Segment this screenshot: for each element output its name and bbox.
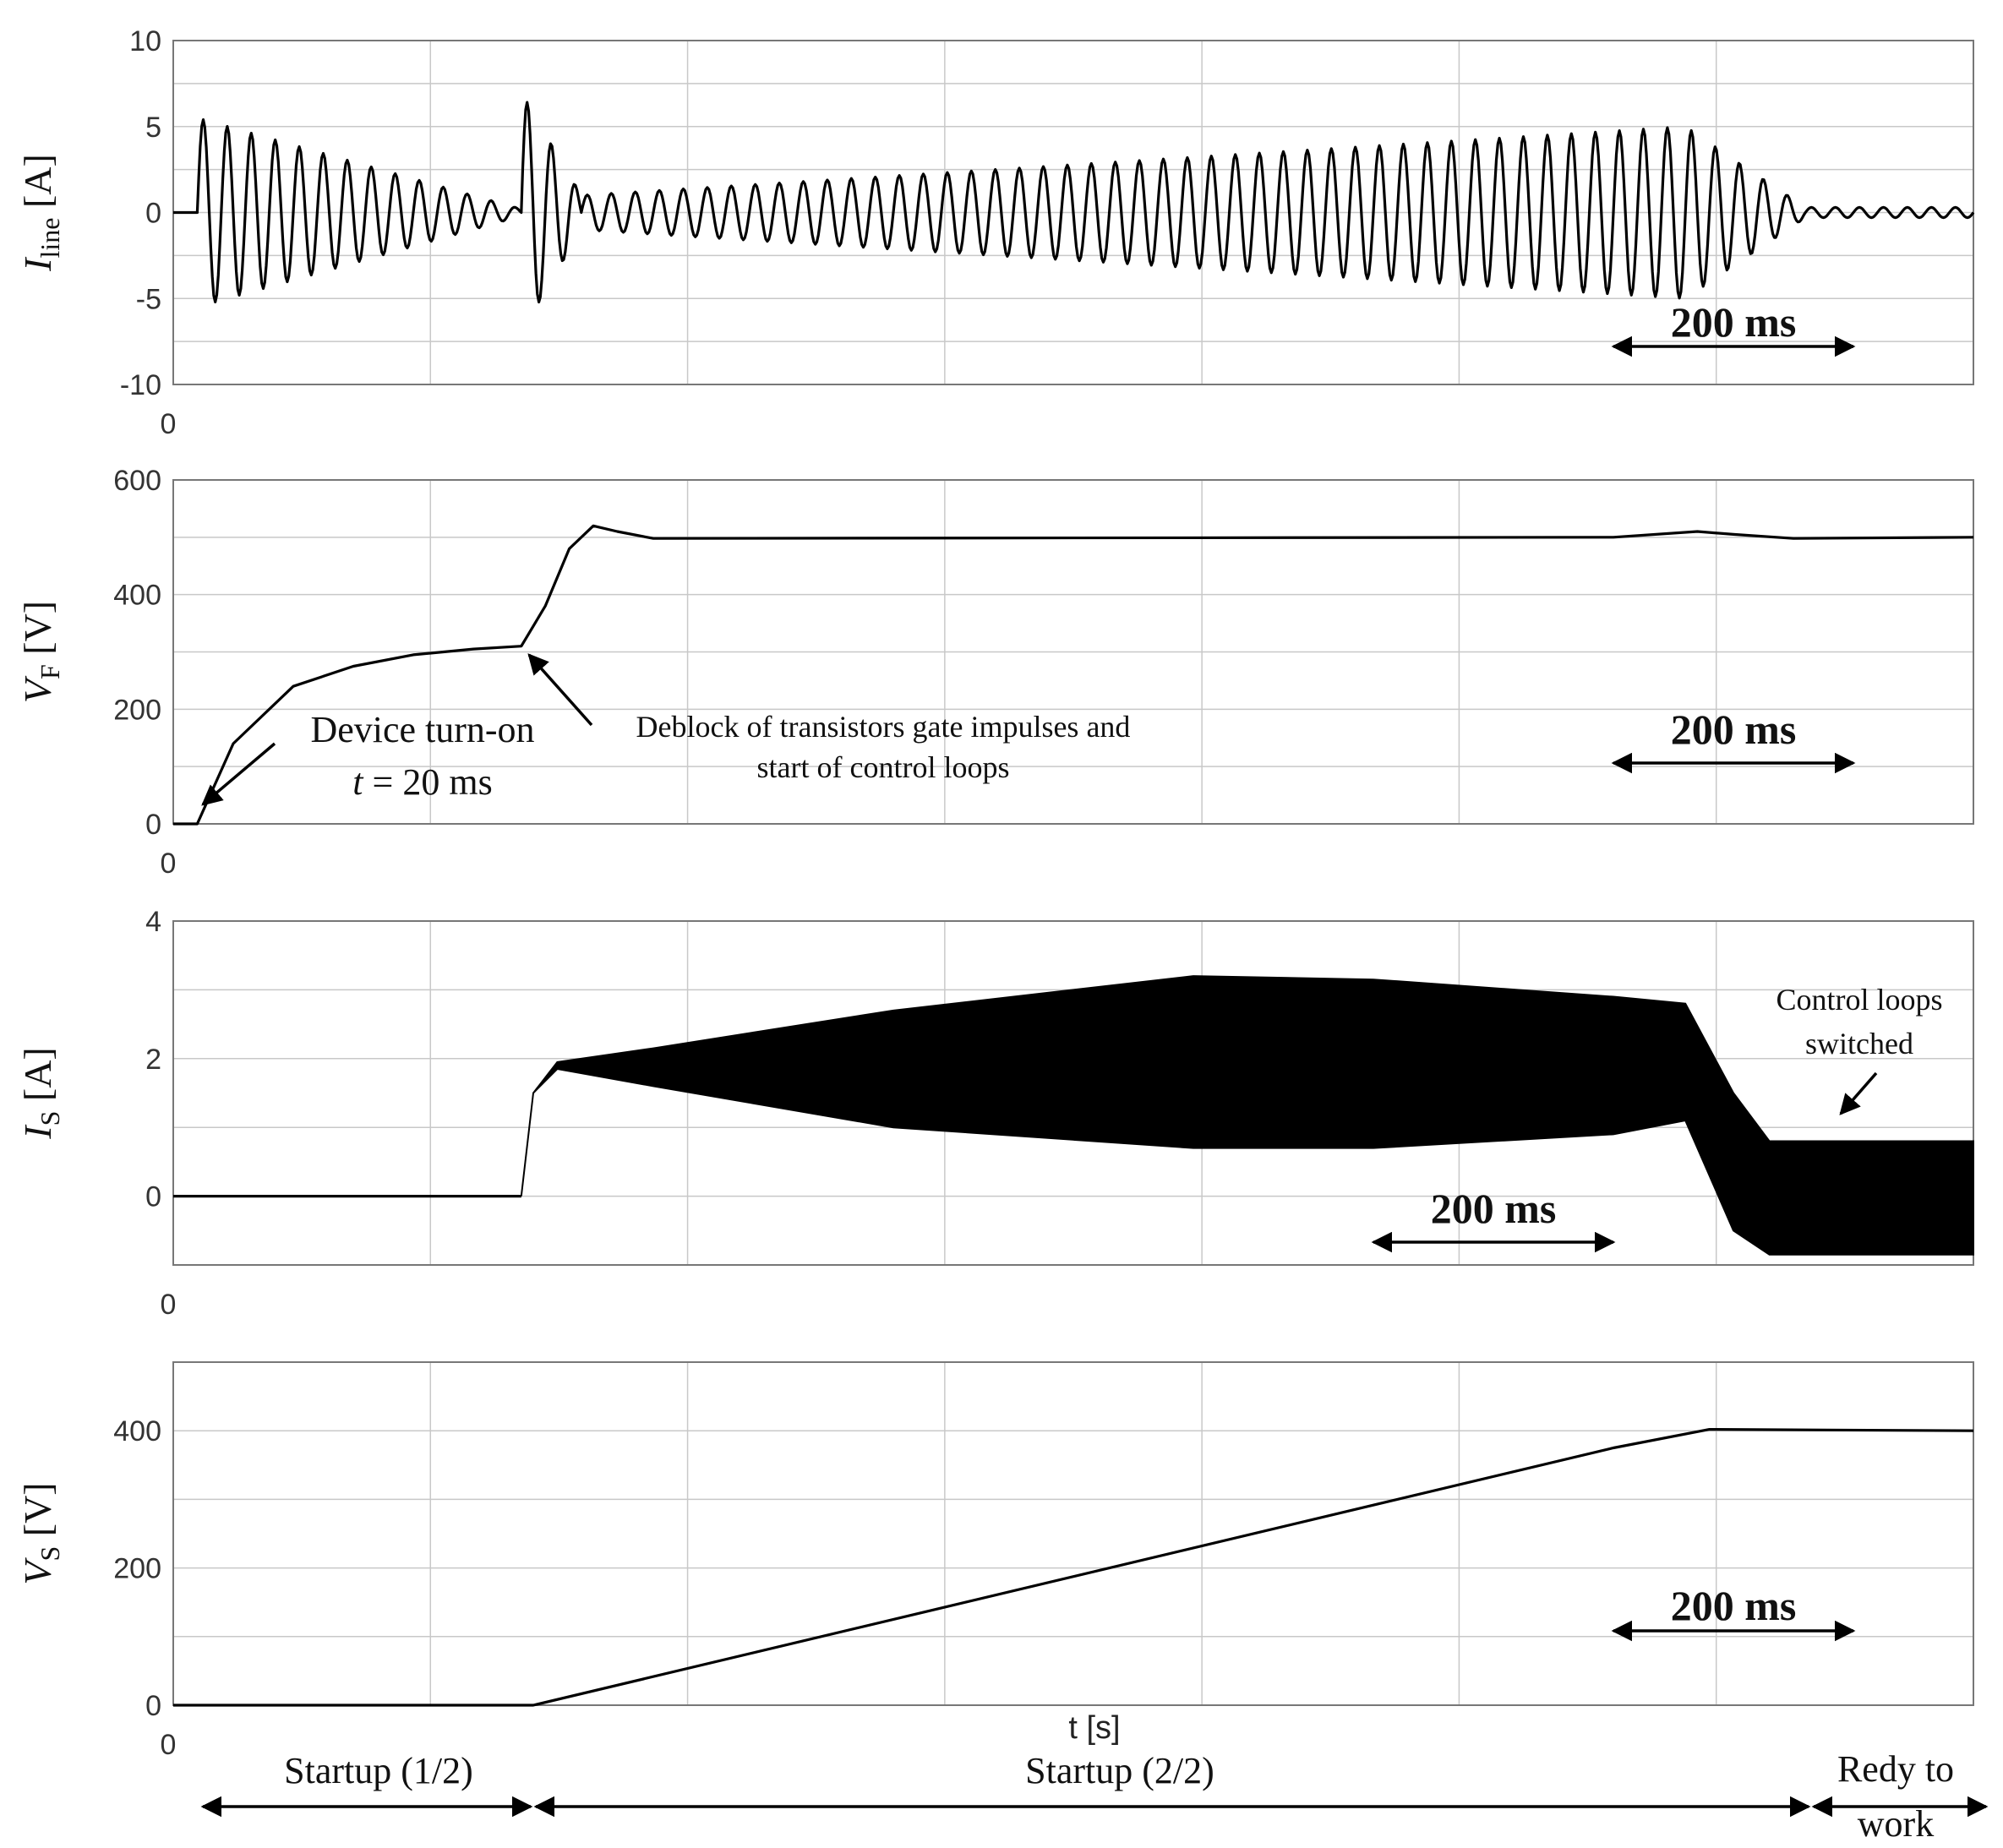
y-axis-label: VS [V] <box>16 1482 65 1584</box>
y-tick-label: 0 <box>145 1181 161 1213</box>
series-line-current <box>173 101 1975 304</box>
plot-frame <box>172 479 1974 825</box>
annotation-control-loops-line1: Control loops <box>1776 983 1942 1017</box>
duration-label: 200 ms <box>1431 1185 1557 1232</box>
series-trace <box>173 524 1974 826</box>
y-tick-label: -10 <box>120 369 161 401</box>
annotation-arrow-deblock <box>527 653 593 727</box>
phase-label-ready-2: work <box>1858 1803 1934 1845</box>
annotation-arrow-control-loops <box>1839 1071 1878 1115</box>
annotation-arrow-turn-on <box>201 742 276 806</box>
annotation-deblock-line1: Deblock of transistors gate impulses and <box>636 710 1131 744</box>
x-axis-label: t [s] <box>1068 1710 1120 1746</box>
y-tick-label: 0 <box>145 198 161 230</box>
y-axis-label: Iline [A] <box>16 154 65 272</box>
x-tick-label: 0 <box>161 408 177 440</box>
plot-frame <box>172 1361 1974 1706</box>
annotation-deblock-line2: start of control loops <box>757 750 1010 784</box>
x-tick-label: 0 <box>161 1729 177 1761</box>
y-tick-label: 200 <box>113 694 161 726</box>
y-tick-label: 4 <box>145 906 161 938</box>
y-tick-label: 400 <box>113 1415 161 1447</box>
y-axis-label: IS [A] <box>16 1047 65 1139</box>
y-tick-label: 10 <box>129 25 161 57</box>
y-tick-label: 600 <box>113 465 161 497</box>
phase-label-ready-1: Redy to <box>1837 1748 1954 1790</box>
annotation-control-loops-line2: switched <box>1805 1027 1913 1060</box>
y-tick-label: 5 <box>145 112 161 144</box>
phase-bar: Startup (1/2) Startup (2/2) Redy to work <box>200 1748 1989 1845</box>
phase-label-startup-2: Startup (2/2) <box>1025 1750 1214 1791</box>
series-trace <box>173 1428 1974 1707</box>
duration-label: 200 ms <box>1671 1582 1797 1629</box>
x-tick-label: 0 <box>161 848 177 880</box>
y-tick-label: 2 <box>145 1044 161 1076</box>
y-tick-label: 0 <box>145 809 161 841</box>
y-tick-label: 400 <box>113 580 161 612</box>
plot-frame <box>172 920 1974 1266</box>
y-tick-label: 200 <box>113 1553 161 1585</box>
panel-storage-voltage: 400 200 00 VS [V] 200 ms <box>16 1361 1974 1761</box>
annotation-turn-on-line1: Device turn-on <box>310 709 534 750</box>
panel-storage-current: 4 2 0 0 IS [A] 200 ms Control loops switched <box>16 906 1974 1321</box>
duration-label: 200 ms <box>1671 298 1797 346</box>
phase-label-startup-1: Startup (1/2) <box>284 1750 473 1791</box>
y-tick-label: 0 <box>145 1690 161 1722</box>
annotation-turn-on-line2: t = 20 ms <box>352 761 492 803</box>
y-tick-label: -5 <box>136 283 161 315</box>
y-axis-label: VF [V] <box>16 601 65 703</box>
duration-label: 200 ms <box>1671 706 1797 753</box>
panel-filter-voltage: 600 400 200 00 VF [V] 200 ms Device turn-on t =… <box>16 465 1974 880</box>
x-tick-label: 0 <box>161 1289 177 1321</box>
series-envelope-band <box>520 975 1974 1256</box>
